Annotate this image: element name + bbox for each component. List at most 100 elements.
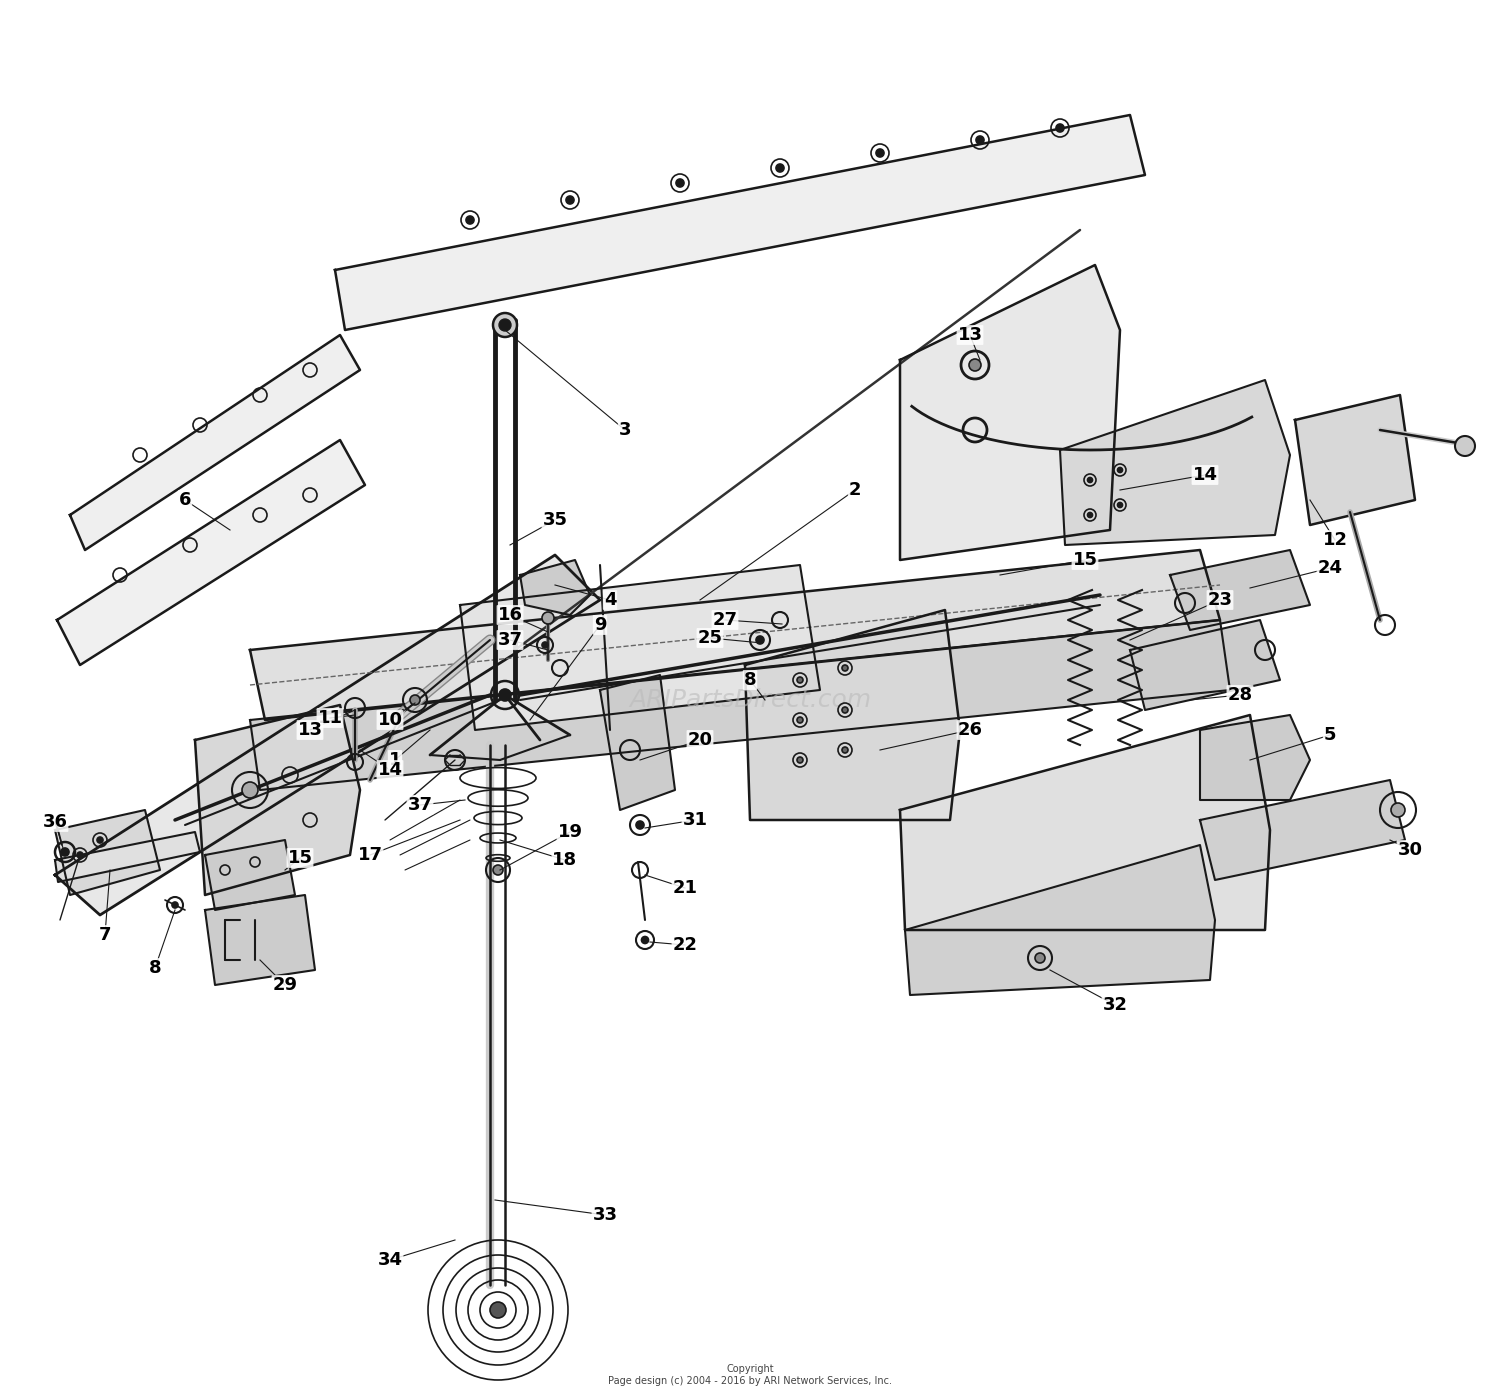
Circle shape (842, 665, 848, 672)
Text: 22: 22 (672, 936, 698, 954)
Circle shape (172, 902, 178, 908)
Polygon shape (57, 441, 364, 665)
Text: 1: 1 (388, 751, 402, 769)
Text: 37: 37 (498, 631, 522, 649)
Circle shape (410, 695, 420, 705)
Text: 20: 20 (687, 732, 712, 748)
Text: 15: 15 (1072, 551, 1098, 569)
Circle shape (542, 642, 548, 648)
Polygon shape (460, 565, 820, 730)
Circle shape (1056, 125, 1064, 132)
Polygon shape (1060, 381, 1290, 546)
Polygon shape (1294, 395, 1414, 525)
Text: 37: 37 (408, 796, 432, 814)
Text: 2: 2 (849, 481, 861, 499)
Circle shape (796, 677, 802, 683)
Circle shape (842, 747, 848, 753)
Polygon shape (1200, 781, 1406, 880)
Polygon shape (206, 895, 315, 985)
Polygon shape (900, 264, 1120, 560)
Text: 16: 16 (498, 606, 522, 624)
Text: 26: 26 (957, 720, 982, 739)
Text: 6: 6 (178, 491, 192, 509)
Polygon shape (600, 674, 675, 810)
Circle shape (796, 757, 802, 762)
Circle shape (242, 782, 258, 797)
Circle shape (76, 852, 82, 858)
Circle shape (500, 688, 512, 701)
Text: 15: 15 (288, 849, 312, 867)
Circle shape (756, 637, 764, 644)
Text: 13: 13 (297, 720, 322, 739)
Text: 29: 29 (273, 977, 297, 995)
Polygon shape (1200, 715, 1310, 800)
Circle shape (98, 837, 104, 844)
Circle shape (1118, 502, 1122, 508)
Text: 25: 25 (698, 630, 723, 646)
Polygon shape (70, 334, 360, 550)
Text: 14: 14 (378, 761, 402, 779)
Circle shape (642, 936, 648, 943)
Text: 35: 35 (543, 511, 567, 529)
Polygon shape (56, 810, 160, 895)
Text: 28: 28 (1227, 686, 1252, 704)
Text: 33: 33 (592, 1206, 618, 1224)
Polygon shape (56, 832, 200, 881)
Circle shape (62, 848, 69, 856)
Circle shape (1455, 436, 1474, 456)
Text: 34: 34 (378, 1251, 402, 1269)
Text: 24: 24 (1317, 560, 1342, 576)
Polygon shape (56, 555, 600, 915)
Text: ARIPartsDirect.com: ARIPartsDirect.com (628, 688, 872, 712)
Text: 32: 32 (1102, 996, 1128, 1014)
Polygon shape (904, 845, 1215, 995)
Text: 31: 31 (682, 811, 708, 830)
Text: 23: 23 (1208, 590, 1233, 609)
Polygon shape (334, 115, 1144, 330)
Text: 7: 7 (99, 926, 111, 944)
Circle shape (876, 150, 884, 157)
Circle shape (969, 360, 981, 371)
Text: 36: 36 (42, 813, 68, 831)
Text: 27: 27 (712, 611, 738, 630)
Polygon shape (746, 610, 960, 820)
Text: 8: 8 (744, 672, 756, 688)
Circle shape (494, 313, 517, 337)
Polygon shape (195, 705, 360, 895)
Text: 18: 18 (552, 851, 578, 869)
Polygon shape (520, 560, 590, 616)
Text: 14: 14 (1192, 466, 1218, 484)
Circle shape (500, 319, 512, 332)
Text: 19: 19 (558, 823, 582, 841)
Polygon shape (1170, 550, 1310, 630)
Text: 3: 3 (618, 421, 632, 439)
Polygon shape (251, 620, 1230, 790)
Text: 10: 10 (378, 711, 402, 729)
Circle shape (1118, 467, 1122, 473)
Circle shape (494, 865, 502, 874)
Circle shape (466, 215, 474, 224)
Circle shape (776, 164, 784, 172)
Circle shape (842, 706, 848, 713)
Polygon shape (206, 839, 296, 909)
Polygon shape (900, 715, 1270, 930)
Circle shape (566, 196, 574, 204)
Text: 12: 12 (1323, 532, 1347, 548)
Polygon shape (1130, 620, 1280, 711)
Text: 4: 4 (603, 590, 616, 609)
Text: 5: 5 (1323, 726, 1336, 744)
Polygon shape (251, 550, 1220, 720)
Text: 11: 11 (318, 709, 342, 727)
Circle shape (1035, 953, 1046, 963)
Circle shape (976, 136, 984, 144)
Circle shape (676, 179, 684, 187)
Text: 21: 21 (672, 879, 698, 897)
Text: Copyright
Page design (c) 2004 - 2016 by ARI Network Services, Inc.: Copyright Page design (c) 2004 - 2016 by… (608, 1364, 892, 1386)
Circle shape (796, 718, 802, 723)
Text: 9: 9 (594, 616, 606, 634)
Circle shape (542, 611, 554, 624)
Circle shape (1088, 477, 1092, 483)
Circle shape (490, 1302, 506, 1318)
Text: 8: 8 (148, 958, 162, 977)
Text: 17: 17 (357, 846, 382, 865)
